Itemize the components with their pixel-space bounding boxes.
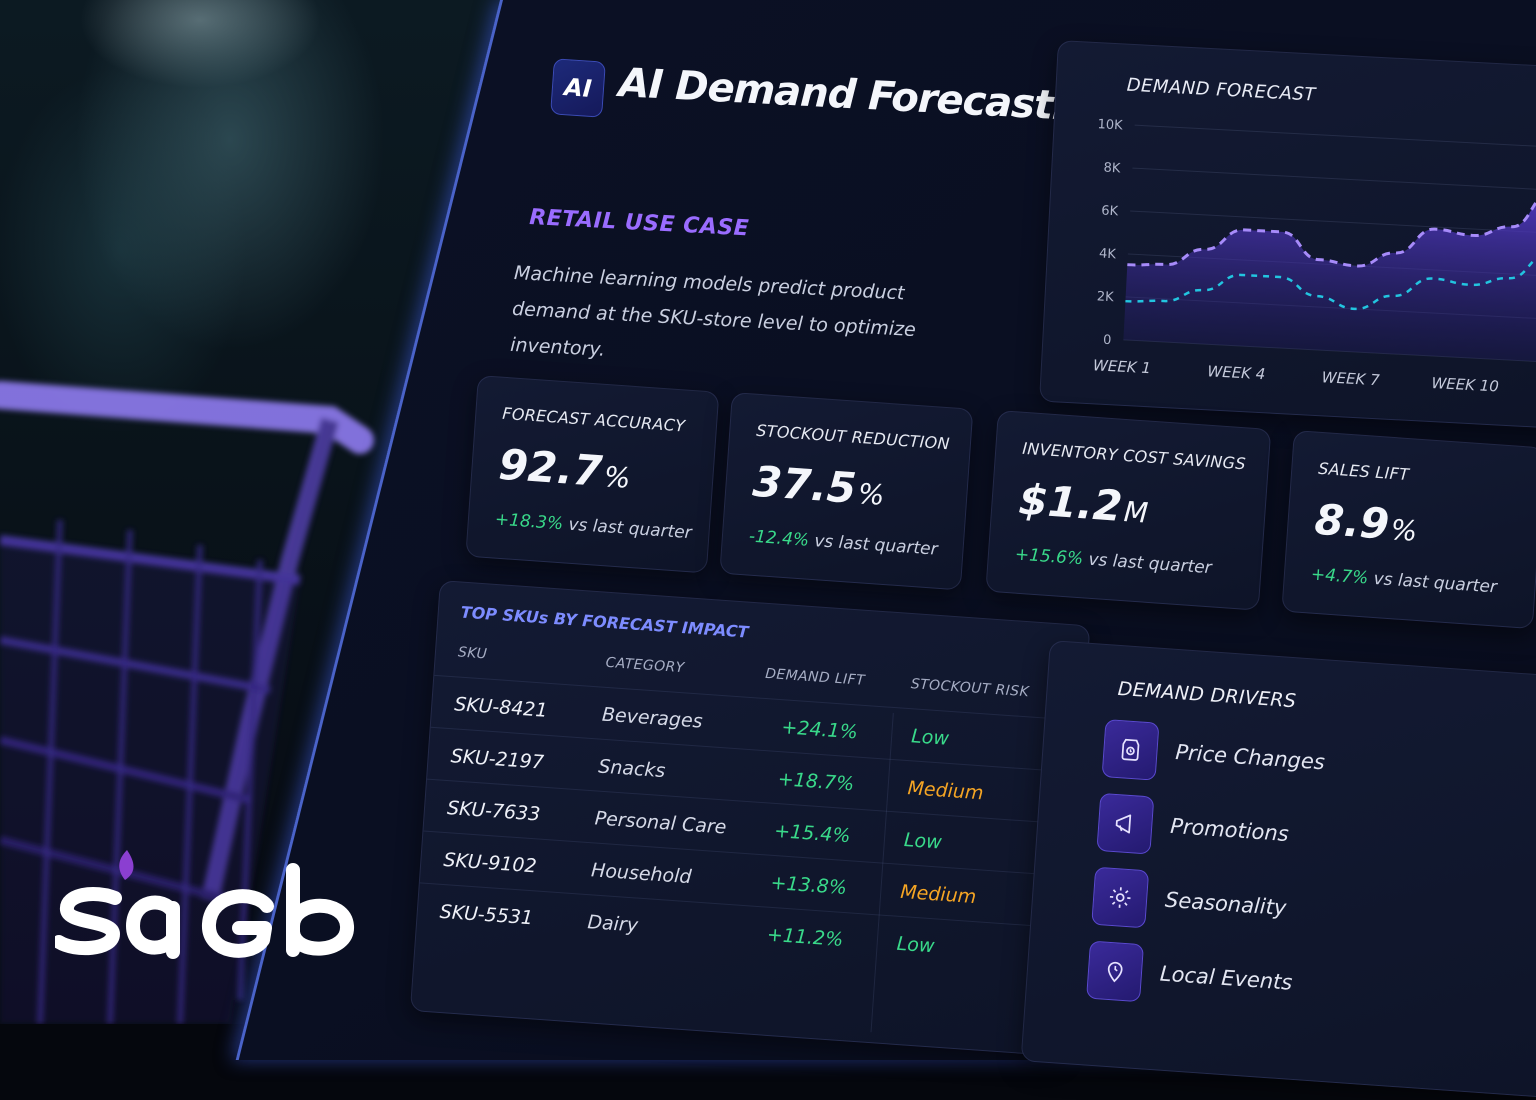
metric-delta: +18.3% vs last quarter [494, 509, 693, 544]
driver-seasonality[interactable]: Seasonality [1091, 866, 1287, 929]
cell-stockout-risk: Medium [906, 777, 985, 805]
cell-category: Beverages [601, 703, 704, 733]
cell-sku: SKU-8421 [453, 693, 549, 722]
metric-card-forecast-accuracy: FORECAST ACCURACY 92.7% +18.3% vs last q… [465, 375, 720, 574]
cell-stockout-risk: Low [895, 932, 936, 958]
y-tick-label: 0 [1103, 333, 1112, 348]
table-title: TOP SKUs BY FORECAST IMPACT [460, 602, 750, 642]
demand-forecast-chart: DEMAND FORECAST 10K 8K 6K 4K 2K 0 WEEK 1 WEEK 4… [1039, 40, 1536, 429]
driver-local-events[interactable]: Local Events [1086, 940, 1293, 1003]
metric-card-inventory-cost-savings: INVENTORY COST SAVINGS $1.2M +15.6% vs l… [985, 410, 1272, 611]
metric-label: INVENTORY COST SAVINGS [1021, 438, 1247, 474]
grid-line [1134, 124, 1536, 149]
cell-demand-lift: +13.8% [769, 871, 848, 900]
cell-demand-lift: +18.7% [777, 768, 855, 796]
top-skus-table: TOP SKUs BY FORECAST IMPACT SKU CATEGORY… [409, 580, 1091, 1057]
location-pin-icon [1086, 940, 1145, 1003]
metric-delta: +4.7% vs last quarter [1310, 564, 1498, 598]
cell-stockout-risk: Low [910, 725, 950, 750]
price-tag-icon [1101, 719, 1160, 781]
cell-sku: SKU-9102 [442, 848, 538, 878]
column-header-category[interactable]: CATEGORY [605, 654, 686, 677]
y-tick-label: 8K [1103, 161, 1121, 177]
driver-label: Local Events [1159, 961, 1294, 995]
metric-delta: -12.4% vs last quarter [748, 526, 939, 560]
metric-delta: +15.6% vs last quarter [1014, 544, 1213, 579]
gear-icon [1091, 866, 1150, 929]
sago-logo [55, 850, 354, 959]
metric-label: FORECAST ACCURACY [501, 403, 686, 436]
driver-promotions[interactable]: Promotions [1096, 792, 1290, 855]
cell-sku: SKU-7633 [446, 797, 541, 826]
grid-line [1130, 210, 1536, 235]
cell-category: Dairy [586, 911, 639, 937]
y-tick-label: 4K [1099, 246, 1117, 262]
metric-value: 92.7% [497, 439, 632, 496]
cell-category: Household [590, 859, 693, 889]
cell-sku: SKU-2197 [449, 745, 545, 774]
chart-plot: 10K 8K 6K 4K 2K 0 WEEK 1 WEEK 4 WEEK 7 WEEK 10 [1093, 117, 1536, 396]
cell-sku: SKU-5531 [439, 900, 534, 930]
demand-drivers-panel: DEMAND DRIVERS Price Changes Promotions … [1020, 640, 1536, 1100]
metric-value: 37.5% [751, 456, 886, 513]
driver-label: Seasonality [1164, 887, 1288, 921]
cell-demand-lift: +24.1% [780, 716, 859, 744]
metric-value: 8.9% [1313, 494, 1419, 549]
megaphone-icon [1096, 792, 1155, 855]
column-header-stockout-risk[interactable]: STOCKOUT RISK [910, 676, 1030, 701]
y-tick-label: 2K [1096, 289, 1114, 305]
column-header-demand-lift[interactable]: DEMAND LIFT [764, 665, 866, 689]
cell-stockout-risk: Medium [899, 880, 977, 909]
cell-category: Snacks [597, 755, 667, 783]
grid-line [1132, 167, 1536, 192]
metric-label: STOCKOUT REDUCTION [755, 420, 951, 454]
x-tick-label: WEEK 1 [1093, 356, 1152, 377]
cell-demand-lift: +11.2% [766, 923, 844, 951]
use-case-description: Machine learning models predict product … [509, 261, 917, 361]
column-header-sku[interactable]: SKU [457, 644, 488, 663]
metric-label: SALES LIFT [1317, 458, 1410, 485]
y-tick-label: 10K [1097, 117, 1123, 133]
cell-category: Personal Care [593, 807, 728, 839]
series-line-baseline [1125, 253, 1536, 311]
cell-demand-lift: +15.4% [773, 819, 852, 848]
ai-badge-icon: AI [550, 58, 606, 118]
x-tick-label: WEEK 7 [1321, 368, 1380, 389]
metric-card-sales-lift: SALES LIFT 8.9% +4.7% vs last quarter [1281, 430, 1536, 630]
metric-card-stockout-reduction: STOCKOUT REDUCTION 37.5% -12.4% vs last … [719, 392, 974, 591]
cell-stockout-risk: Low [903, 829, 943, 854]
driver-label: Promotions [1169, 813, 1290, 847]
x-tick-label: WEEK 4 [1207, 362, 1266, 383]
drivers-title: DEMAND DRIVERS [1116, 677, 1297, 713]
y-tick-label: 6K [1101, 204, 1119, 220]
x-tick-label: WEEK 10 [1431, 374, 1499, 396]
driver-label: Price Changes [1174, 740, 1326, 775]
driver-price-changes[interactable]: Price Changes [1101, 719, 1326, 781]
forecast-area [1123, 192, 1536, 362]
metric-value: $1.2M [1017, 474, 1150, 531]
